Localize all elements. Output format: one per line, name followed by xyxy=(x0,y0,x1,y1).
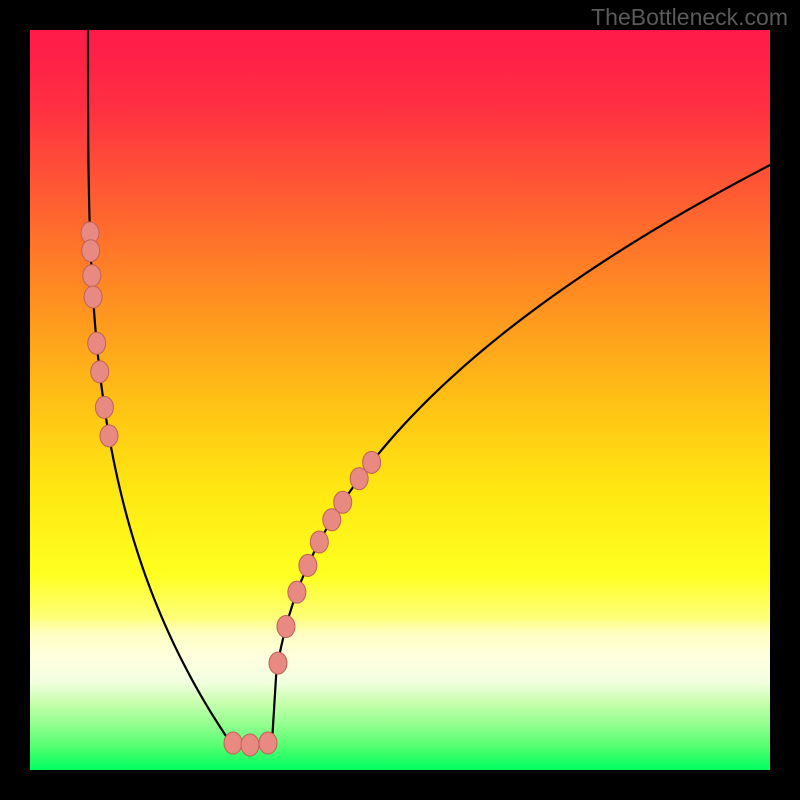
curve-marker xyxy=(84,286,102,308)
curve-marker xyxy=(241,734,259,756)
bottleneck-chart xyxy=(0,0,800,800)
watermark-label: TheBottleneck.com xyxy=(591,4,788,31)
curve-marker xyxy=(277,616,295,638)
curve-marker xyxy=(299,554,317,576)
curve-marker xyxy=(224,732,242,754)
curve-marker xyxy=(82,240,100,262)
curve-marker xyxy=(88,332,106,354)
curve-marker xyxy=(363,451,381,473)
curve-marker xyxy=(83,265,101,287)
curve-marker xyxy=(95,396,113,418)
curve-marker xyxy=(288,581,306,603)
chart-frame: TheBottleneck.com xyxy=(0,0,800,800)
curve-marker xyxy=(310,531,328,553)
curve-marker xyxy=(334,491,352,513)
curve-marker xyxy=(269,652,287,674)
curve-marker xyxy=(100,425,118,447)
curve-marker xyxy=(259,732,277,754)
curve-marker xyxy=(91,361,109,383)
plot-bottom-band xyxy=(30,618,770,770)
